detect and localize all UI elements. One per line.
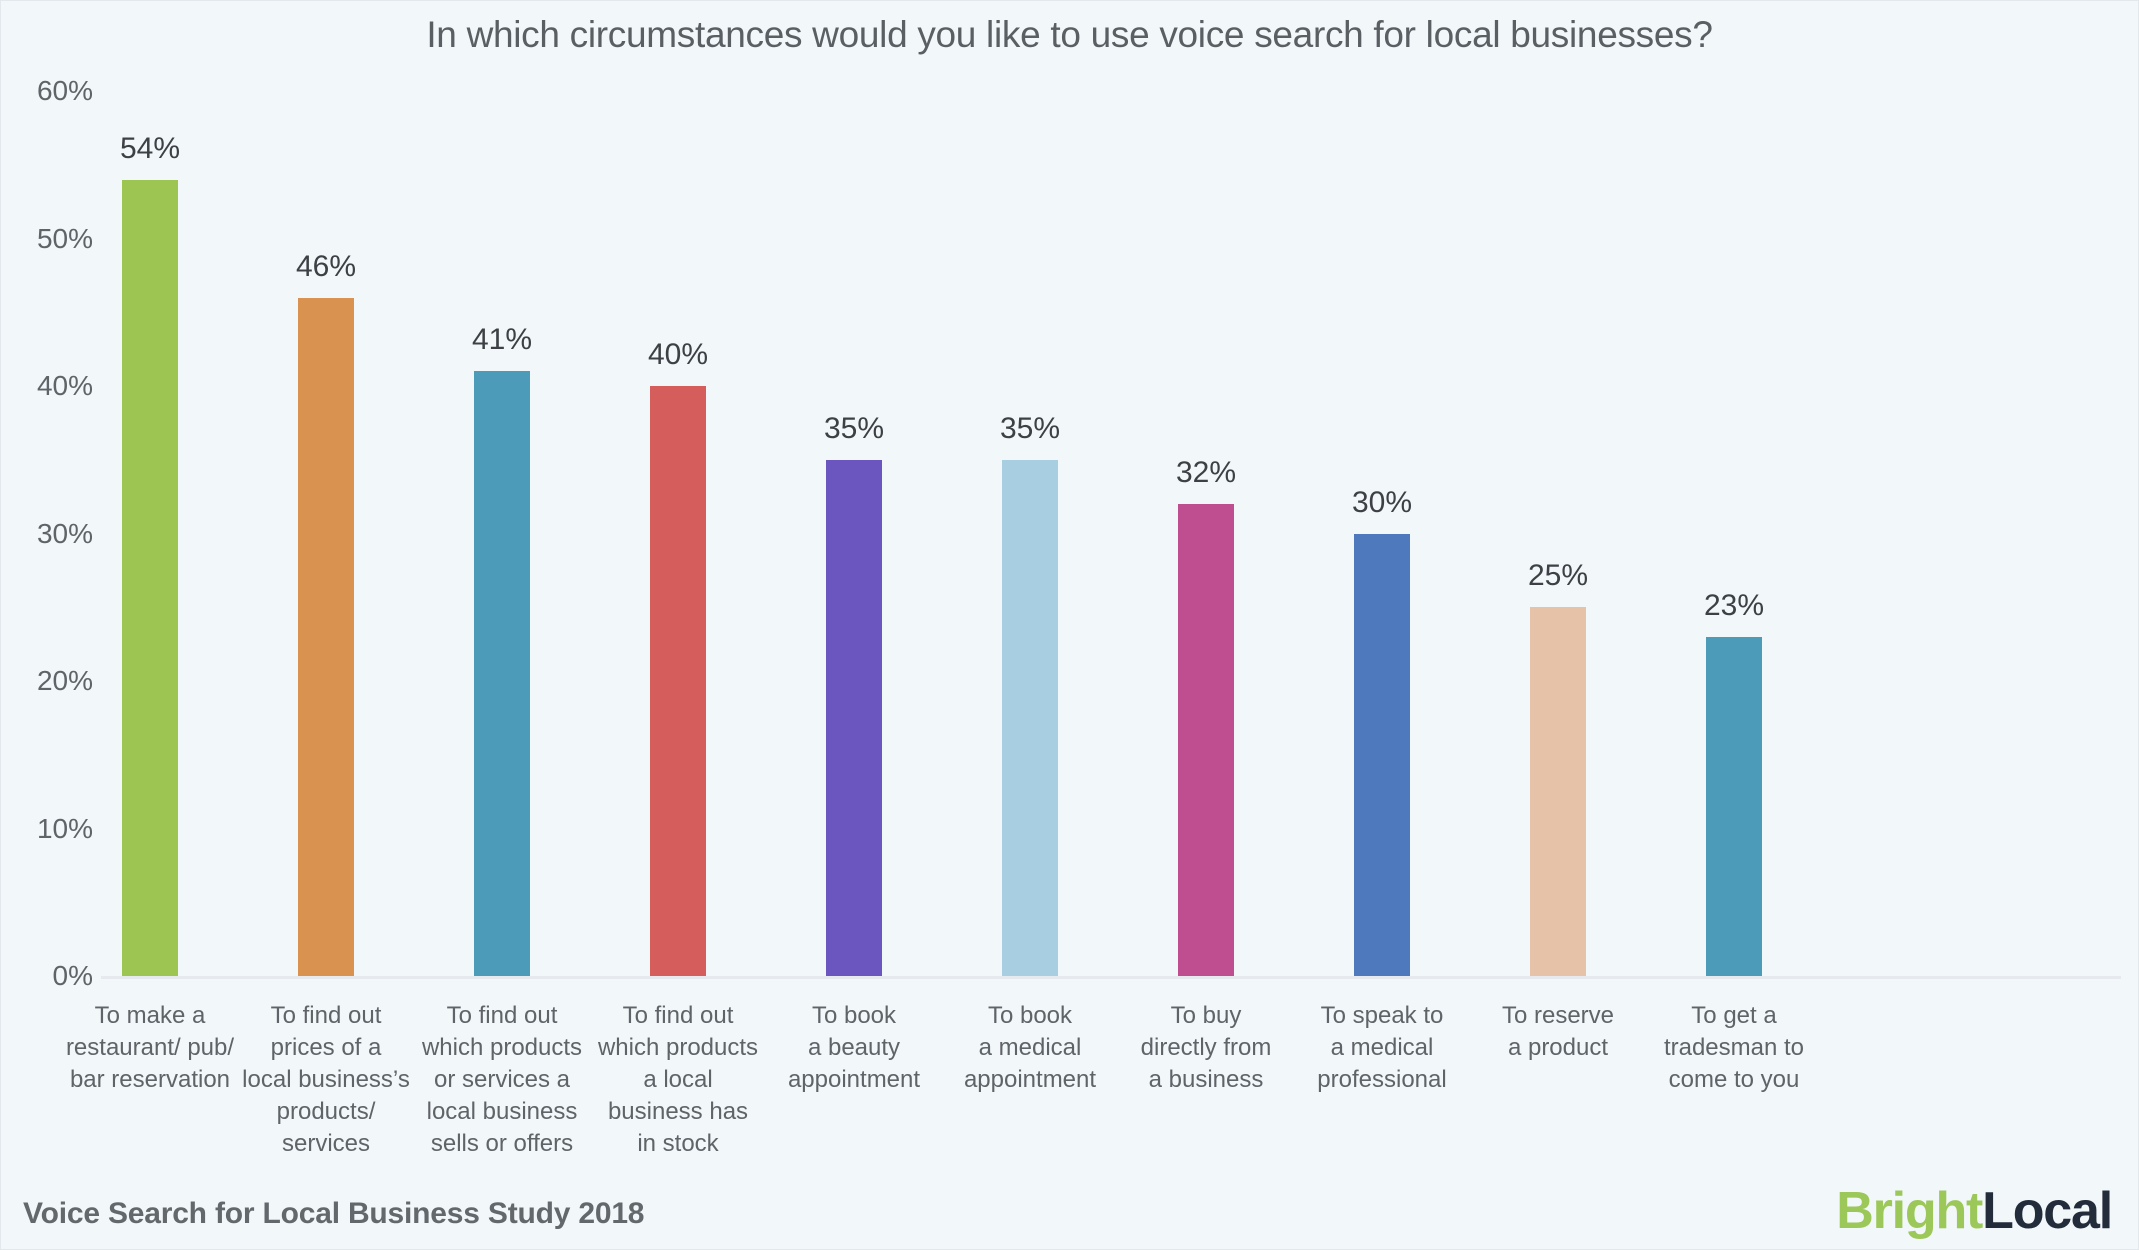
x-axis-category-line: in stock	[637, 1130, 719, 1157]
x-axis-category-line: To find out	[446, 1002, 558, 1029]
bar[interactable]	[1178, 504, 1234, 976]
bar[interactable]	[474, 371, 530, 976]
y-axis-tick-label: 60%	[36, 75, 93, 106]
x-axis-category-label: To reserve a product	[1470, 1000, 1646, 1064]
bar[interactable]	[1354, 533, 1410, 976]
x-axis-category-line: local business	[426, 1098, 578, 1125]
x-axis-category-line: products/ services	[276, 1098, 376, 1157]
bar-value-label: 35%	[823, 411, 885, 445]
bar-value-label: 30%	[1351, 485, 1413, 519]
y-axis-tick-label: 30%	[36, 517, 93, 549]
x-axis-baseline	[101, 976, 2121, 979]
x-axis-category-label: To book a medical appointment	[942, 1000, 1118, 1096]
bar[interactable]	[650, 386, 706, 976]
x-axis-category-line: To book	[987, 1002, 1073, 1029]
x-axis-category-label: To get a tradesman to come to you	[1646, 1000, 1822, 1096]
bar-group[interactable]: 35% To book a beauty appointment	[766, 1, 942, 1249]
bar-value-label: 23%	[1703, 588, 1765, 622]
x-axis-category-line: bar reservation	[69, 1066, 231, 1093]
x-axis-category-line: To find out	[622, 1002, 734, 1029]
x-axis-category-label: To book a beauty appointment	[766, 1000, 942, 1096]
x-axis-category-line: sells or offers	[430, 1130, 574, 1157]
bar-value-label: 46%	[295, 249, 357, 283]
y-axis-tick-label: 50%	[36, 222, 93, 254]
x-axis-category-line: a medical	[978, 1034, 1082, 1061]
x-axis-category-line: a medical	[1330, 1034, 1434, 1061]
x-axis-category-line: local business’s	[242, 1066, 410, 1093]
bar-group[interactable]: 40% To find out which products a local busin…	[590, 1, 766, 1249]
x-axis-category-line: business has	[607, 1098, 749, 1125]
x-axis-category-line: a beauty	[807, 1034, 901, 1061]
bar[interactable]	[1530, 607, 1586, 976]
x-axis-category-label: To buy directly from a business	[1118, 1000, 1294, 1096]
bar-value-label: 32%	[1175, 456, 1237, 489]
brightlocal-logo: BrightLocal	[1836, 1181, 2113, 1241]
x-axis-category-line: To speak to	[1320, 1002, 1444, 1029]
bar-group[interactable]: 32% To buy directly from a business	[1118, 1, 1294, 1249]
bar-value-label: 54%	[119, 131, 181, 165]
x-axis-category-label: To find out prices of a local business’s pr…	[238, 1000, 414, 1160]
bar-group[interactable]: 41% To find out which products or services …	[414, 1, 590, 1249]
bar-value-label: 41%	[471, 323, 533, 357]
brand-local-text: Local	[1982, 1182, 2113, 1240]
brand-bright-text: Bright	[1836, 1182, 1983, 1240]
x-axis-category-label: To make a restaurant/ pub/bar reservation	[62, 1000, 238, 1096]
x-axis-category-label: To speak to a medical professional	[1294, 1000, 1470, 1096]
x-axis-category-line: or services a	[433, 1066, 571, 1093]
bar[interactable]	[1706, 636, 1762, 976]
x-axis-category-label: To find out which products a local business…	[590, 1000, 766, 1160]
x-axis-category-line: To get a	[1691, 1002, 1777, 1029]
x-axis-category-line: appointment	[787, 1066, 921, 1093]
x-axis-category-line: come to you	[1668, 1066, 1800, 1093]
x-axis-category-line: To reserve	[1501, 1002, 1615, 1029]
bar-group[interactable]: 23% To get a tradesman to come to you	[1646, 1, 1822, 1249]
x-axis-category-line: To find out	[270, 1002, 382, 1029]
bar[interactable]	[826, 459, 882, 976]
y-axis-tick-label: 10%	[36, 812, 93, 844]
bar-value-label: 25%	[1527, 559, 1589, 593]
x-axis-category-line: a product	[1507, 1034, 1609, 1061]
bar-group[interactable]: 35% To book a medical appointment	[942, 1, 1118, 1249]
y-axis-tick-label: 0%	[52, 960, 93, 991]
y-axis-tick-label: 40%	[36, 370, 93, 401]
x-axis-category-label: To find out which products or services a lo…	[414, 1000, 590, 1160]
x-axis-category-line: prices of a	[270, 1034, 382, 1061]
x-axis-category-line: a business	[1148, 1066, 1264, 1093]
x-axis-category-line: directly from	[1140, 1034, 1272, 1061]
bar[interactable]	[298, 297, 354, 976]
x-axis-category-line: To make a	[94, 1002, 206, 1029]
x-axis-category-line: professional	[1317, 1066, 1447, 1093]
chart-title: In which circumstances would you like to…	[426, 14, 1713, 55]
bar[interactable]	[122, 179, 178, 976]
x-axis-category-line: a local	[643, 1066, 713, 1093]
bar-group[interactable]: 46% To find out prices of a local business’…	[238, 1, 414, 1249]
bar[interactable]	[1002, 459, 1058, 976]
footer-study-title: Voice Search for Local Business Study 20…	[23, 1197, 645, 1230]
x-axis-category-line: To book	[811, 1002, 897, 1029]
x-axis-category-line: appointment	[963, 1066, 1097, 1093]
x-axis-category-line: tradesman to	[1663, 1034, 1805, 1061]
x-axis-category-line: which products	[597, 1034, 759, 1061]
bar-group[interactable]: 25% To reserve a product	[1470, 1, 1646, 1249]
bar-value-label: 35%	[999, 411, 1061, 445]
bar-value-label: 40%	[647, 338, 709, 371]
x-axis-category-line: which products	[421, 1034, 583, 1061]
bar-group[interactable]: 30% To speak to a medical professional	[1294, 1, 1470, 1249]
x-axis-category-line: To buy	[1170, 1002, 1242, 1029]
y-axis-tick-label: 20%	[36, 665, 93, 696]
bar-group[interactable]: 54% To make a restaurant/ pub/bar reservat…	[62, 1, 238, 1249]
x-axis-category-line: restaurant/ pub/	[65, 1034, 235, 1061]
